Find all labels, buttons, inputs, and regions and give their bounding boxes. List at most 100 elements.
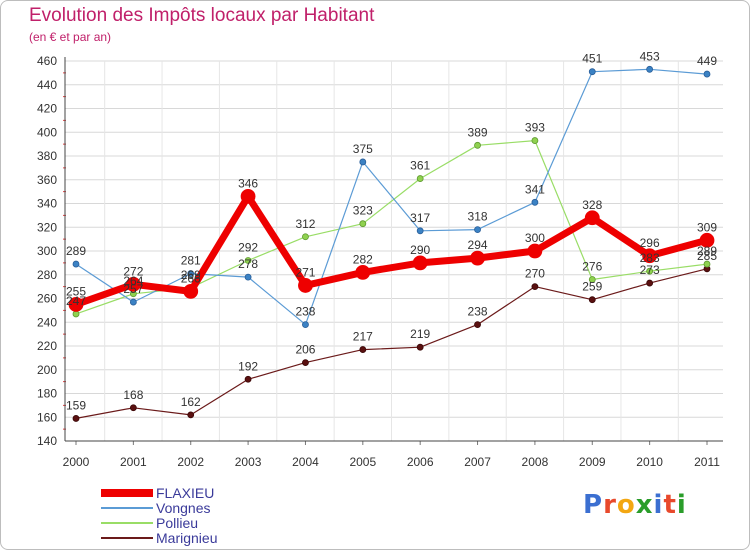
data-label-flaxieu: 272: [123, 264, 143, 278]
data-point-vongnes: [359, 158, 367, 166]
data-point-vongnes: [302, 321, 309, 329]
y-tick-label: 260: [37, 292, 57, 306]
y-tick-label: 160: [37, 410, 57, 424]
data-point-flaxieu: [412, 255, 428, 271]
data-point-vongnes: [703, 70, 711, 78]
proxiti-logo: Proxiti: [583, 490, 687, 520]
data-label-flaxieu: 290: [410, 243, 430, 257]
data-point-flaxieu: [642, 248, 658, 264]
data-label-marignieu: 259: [582, 280, 602, 294]
data-label-marignieu: 206: [295, 343, 315, 357]
data-point-pollieu: [703, 260, 711, 268]
data-point-vongnes: [646, 65, 654, 73]
data-point-pollieu: [244, 257, 252, 264]
x-tick-label: 2009: [579, 455, 606, 469]
data-label-flaxieu: 300: [525, 231, 545, 245]
chart-title: Evolution des Impôts locaux par Habitant: [29, 5, 375, 26]
data-point-marignieu: [244, 375, 252, 383]
data-point-vongnes: [187, 270, 195, 277]
data-label-marignieu: 159: [66, 398, 86, 412]
data-label-vongnes: 318: [468, 210, 488, 224]
y-tick-label: 220: [37, 339, 57, 353]
y-tick-label: 460: [37, 54, 57, 68]
data-label-vongnes: 281: [181, 254, 201, 268]
x-tick-label: 2003: [235, 455, 262, 469]
data-label-vongnes: 257: [123, 282, 143, 296]
data-point-marignieu: [474, 321, 481, 329]
data-point-vongnes: [474, 226, 481, 234]
data-point-pollieu: [474, 141, 481, 149]
data-point-vongnes: [531, 198, 539, 206]
x-tick-label: 2006: [407, 455, 434, 469]
data-label-marignieu: 273: [640, 263, 660, 277]
data-point-flaxieu: [699, 232, 715, 248]
x-tick-label: 2000: [63, 455, 90, 469]
x-tick-label: 2011: [694, 455, 720, 469]
data-point-pollieu: [588, 276, 596, 283]
data-label-marignieu: 285: [697, 249, 717, 263]
data-label-vongnes: 289: [66, 244, 86, 258]
data-point-flaxieu: [240, 188, 256, 204]
data-label-pollieu: 292: [238, 241, 258, 255]
data-point-vongnes: [416, 227, 424, 235]
data-point-marignieu: [187, 411, 195, 419]
data-label-pollieu: 312: [295, 217, 315, 231]
y-tick-label: 140: [37, 434, 57, 448]
data-point-pollieu: [359, 220, 367, 228]
logo-letter: r: [603, 490, 617, 520]
data-label-pollieu: 276: [582, 260, 602, 274]
data-point-marignieu: [72, 415, 80, 422]
data-point-marignieu: [416, 343, 424, 351]
data-label-marignieu: 219: [410, 327, 430, 341]
data-point-vongnes: [588, 68, 596, 76]
y-tick-label: 400: [37, 125, 57, 139]
data-label-flaxieu: 282: [353, 252, 373, 266]
data-point-marignieu: [302, 359, 309, 367]
data-label-flaxieu: 294: [468, 238, 488, 252]
data-point-pollieu: [531, 137, 539, 144]
chart-subtitle: (en € et par an): [29, 30, 112, 44]
data-point-marignieu: [646, 279, 654, 287]
series-line-flaxieu: [72, 192, 711, 308]
x-tick-label: 2002: [177, 455, 204, 469]
data-label-vongnes: 238: [295, 305, 315, 319]
data-label-flaxieu: 266: [181, 271, 201, 285]
data-point-vongnes: [129, 298, 137, 306]
x-tick-label: 2010: [636, 455, 663, 469]
x-tick-label: 2004: [292, 455, 319, 469]
y-tick-label: 360: [37, 173, 57, 187]
logo-letter: o: [616, 490, 636, 520]
y-tick-label: 340: [37, 197, 57, 211]
data-label-marignieu: 217: [353, 330, 373, 344]
legend-label-marignieu: Marignieu: [156, 530, 218, 546]
data-label-marignieu: 162: [181, 395, 201, 409]
data-label-vongnes: 451: [582, 52, 602, 66]
y-tick-label: 380: [37, 149, 57, 163]
data-point-vongnes: [244, 273, 252, 281]
data-point-marignieu: [359, 346, 367, 353]
data-label-flaxieu: 271: [295, 265, 315, 279]
y-tick-label: 420: [37, 102, 57, 116]
logo-letter: i: [653, 490, 664, 520]
data-label-flaxieu: 255: [66, 284, 86, 298]
data-label-pollieu: 389: [468, 125, 488, 139]
data-label-pollieu: 247: [66, 294, 86, 308]
legend-label-vongnes: Vongnes: [156, 500, 211, 516]
logo-letter: t: [663, 490, 677, 520]
y-tick-label: 440: [37, 78, 57, 92]
x-tick-label: 2001: [120, 455, 147, 469]
data-label-vongnes: 317: [410, 211, 430, 225]
data-point-flaxieu: [183, 283, 199, 299]
x-tick-label: 2005: [349, 455, 376, 469]
data-point-pollieu: [646, 267, 654, 275]
y-tick-label: 280: [37, 268, 57, 282]
data-point-flaxieu: [298, 278, 313, 293]
y-tick-label: 200: [37, 363, 57, 377]
data-label-vongnes: 449: [697, 54, 717, 68]
data-point-flaxieu: [68, 297, 84, 312]
data-point-marignieu: [531, 283, 539, 291]
x-tick-label: 2007: [464, 455, 491, 469]
data-label-pollieu: 283: [640, 251, 660, 265]
